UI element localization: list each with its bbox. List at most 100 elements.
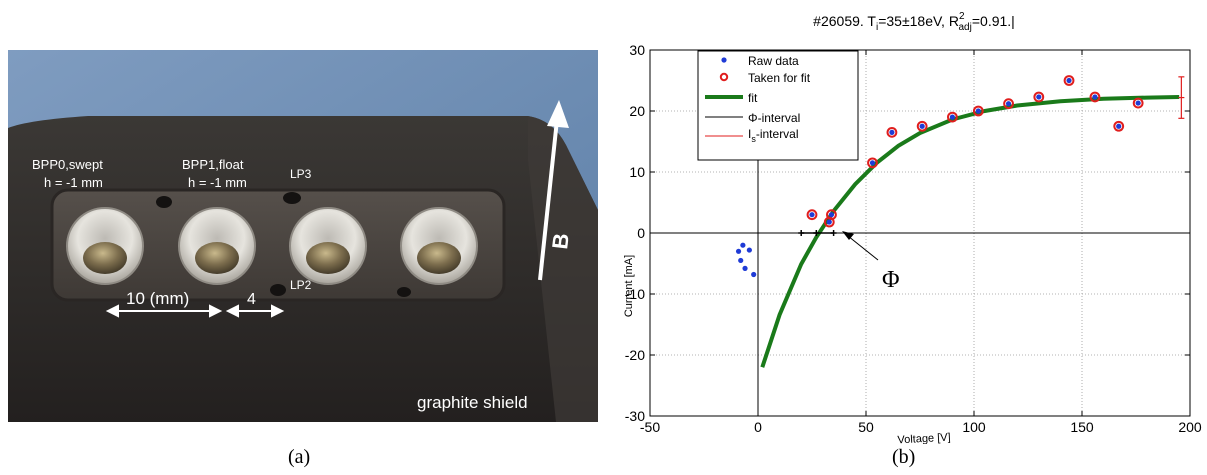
- title-sup-2: 2: [959, 11, 965, 22]
- probe-cup-3: [289, 207, 367, 285]
- x-tick-label: 200: [1178, 419, 1202, 435]
- legend-label-is-main: I: [748, 127, 751, 141]
- title-sub-adj: adj: [959, 22, 972, 33]
- raw-data-point: [828, 212, 835, 218]
- taken-for-fit-point: [1033, 91, 1045, 103]
- x-axis-label: Voltage [V]: [897, 432, 951, 444]
- label-bpp1-line2: h = -1 mm: [188, 175, 247, 190]
- legend-box: [697, 50, 859, 161]
- phi-annotation: Φ: [842, 231, 900, 293]
- legend-entry-taken: Taken for fit: [719, 71, 811, 85]
- probe-photo: BPP0,swept h = -1 mm BPP1,float h = -1 m…: [8, 50, 598, 422]
- taken-for-fit-point: [886, 126, 898, 138]
- y-tick-label: 0: [637, 225, 645, 241]
- label-dim-4: 4: [247, 291, 256, 308]
- phi-annotation-label: Φ: [882, 267, 900, 293]
- caption-a: (a): [288, 446, 311, 468]
- title-part-3: =0.91.|: [972, 13, 1015, 29]
- hole-top-left: [156, 196, 172, 208]
- taken-for-fit-point: [826, 209, 837, 221]
- legend-swatch-taken: [719, 72, 729, 82]
- chart-title: #26059. Ti=35±18eV, R2 adj=0.91.|: [813, 11, 1015, 33]
- raw-data-point: [735, 248, 742, 254]
- iv-chart: #26059. Ti=35±18eV, R2 adj=0.91.| -50 0 50 1…: [606, 0, 1207, 444]
- raw-data-point: [919, 123, 925, 129]
- raw-data-point: [738, 257, 744, 264]
- x-tick-label: 100: [962, 419, 986, 435]
- taken-for-fit-point: [806, 209, 818, 221]
- y-tick-label: -20: [625, 347, 645, 363]
- raw-data-point: [742, 265, 748, 271]
- caption-b: (b): [892, 446, 916, 468]
- x-tick-label: 150: [1070, 419, 1094, 435]
- legend-swatch-raw: [721, 57, 727, 63]
- raw-data-point: [1036, 94, 1042, 100]
- legend-entry-is: Is-interval: [705, 127, 799, 144]
- taken-for-fit-point: [1003, 98, 1014, 110]
- legend-label-is-rest: -interval: [756, 127, 799, 141]
- raw-data-point: [740, 242, 746, 248]
- probe-cup-bpp1: [178, 207, 256, 285]
- title-sub-i: i: [876, 22, 878, 33]
- label-lp2: LP2: [290, 278, 312, 292]
- phi-annotation-arrow-shaft: [847, 235, 879, 261]
- legend-label-raw: Raw data: [748, 54, 799, 68]
- raw-data-point: [889, 129, 895, 135]
- probe-cup-bpp0: [66, 207, 144, 285]
- x-tick-label: 0: [754, 419, 762, 435]
- taken-for-fit-point: [1089, 91, 1101, 103]
- raw-data-point: [869, 160, 876, 166]
- hole-right: [397, 287, 411, 297]
- label-dim-10: 10 (mm): [126, 289, 189, 308]
- legend-label-is: Is-interval: [748, 127, 799, 144]
- raw-data-point: [1066, 77, 1072, 84]
- y-tick-label: -30: [625, 408, 645, 424]
- x-tick-label: 50: [858, 419, 874, 435]
- label-bpp1-line1: BPP1,float: [182, 157, 244, 172]
- label-bpp0-line1: BPP0,swept: [32, 157, 103, 172]
- title-part-2: =35±18eV, R: [878, 13, 959, 29]
- legend-label-phi: Φ-interval: [748, 111, 800, 125]
- y-tick-label: 30: [629, 42, 645, 58]
- legend-entry-fit: fit: [705, 91, 758, 105]
- y-tick-label: -10: [625, 286, 645, 302]
- probe-cup-4: [400, 207, 478, 285]
- label-bpp0-line2: h = -1 mm: [44, 175, 103, 190]
- raw-data-point: [751, 271, 757, 278]
- raw-data-point: [1135, 100, 1141, 106]
- label-graphite-shield: graphite shield: [417, 393, 528, 412]
- y-axis-label: Current [mA]: [623, 255, 635, 317]
- raw-data-point: [1116, 123, 1122, 129]
- taken-for-fit-point: [916, 120, 928, 132]
- taken-for-fit-point: [867, 157, 878, 169]
- taken-for-fit-point: [1113, 120, 1125, 132]
- shield-bevel: [528, 116, 598, 422]
- hole-lp3: [283, 192, 301, 204]
- b-field-arrow: [538, 100, 569, 281]
- probe-plate: [50, 188, 506, 302]
- phi-annotation-arrowhead: [842, 231, 854, 240]
- series-layer: [735, 75, 1185, 368]
- dimension-arrow-4mm: [225, 304, 285, 318]
- legend-label-taken: Taken for fit: [748, 71, 811, 85]
- label-b-field: B: [547, 232, 574, 251]
- raw-data-point: [1092, 94, 1098, 100]
- raw-data-point: [975, 108, 981, 114]
- dimension-arrow-10mm: [105, 304, 223, 318]
- chart-legend: Raw data Taken for fit fit Φ-interval Is…: [697, 50, 859, 161]
- fit-curve: [760, 95, 1180, 368]
- taken-for-fit-point: [1132, 97, 1144, 109]
- taken-for-fit-point: [1063, 75, 1075, 86]
- taken-for-fit-point: [972, 105, 984, 117]
- raw-data-point: [949, 114, 955, 120]
- raw-data-point: [746, 247, 752, 253]
- raw-data-point: [826, 219, 832, 225]
- taken-for-fit-point: [947, 111, 958, 123]
- legend-label-fit: fit: [748, 91, 758, 105]
- x-tick-label: -50: [640, 419, 660, 435]
- y-tick-label: 20: [629, 103, 645, 119]
- hole-lp2: [270, 284, 286, 296]
- raw-data-point: [809, 212, 815, 218]
- legend-entry-phi: Φ-interval: [705, 111, 800, 125]
- label-lp3: LP3: [290, 167, 312, 181]
